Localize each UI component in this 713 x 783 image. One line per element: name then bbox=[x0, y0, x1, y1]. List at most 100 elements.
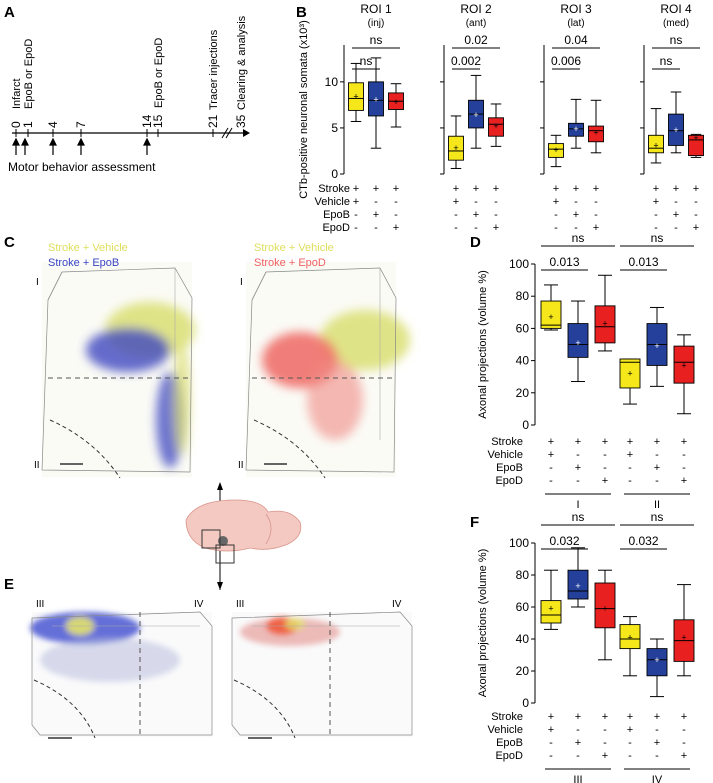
condition-sign: + bbox=[373, 183, 379, 195]
roi-group: 0 5 10 ROI 1 (inj) + + + ns ns bbox=[325, 2, 404, 181]
condition-sign: - bbox=[394, 209, 398, 221]
condition-sign: + bbox=[653, 183, 659, 195]
y-axis-title: Axonal projections (volume %) bbox=[477, 270, 489, 419]
condition-sign: - bbox=[682, 449, 686, 461]
roi-box-lower bbox=[215, 544, 235, 564]
condition-sign: + bbox=[654, 737, 660, 749]
panel-label-b: B bbox=[296, 4, 307, 21]
panel-label-c: C bbox=[4, 234, 15, 251]
box-epob-mean-marker: + bbox=[673, 125, 678, 135]
panel-c-left-image: Stroke + Vehicle Stroke + EpoB I II bbox=[34, 242, 195, 479]
panel-c-right-image: Stroke + Vehicle Stroke + EpoD I II bbox=[238, 242, 410, 479]
box-vehicle-ii bbox=[619, 358, 641, 389]
condition-label-epod: EpoD bbox=[322, 222, 350, 234]
box-epod-iv-mean-marker: + bbox=[681, 632, 686, 642]
condition-sign: - bbox=[603, 462, 607, 474]
region-label: IV bbox=[652, 774, 663, 783]
region-label: II bbox=[654, 499, 660, 511]
day-21-label: 21 bbox=[206, 114, 220, 128]
box-vehicle-mean-marker: + bbox=[653, 140, 658, 150]
condition-sign: + bbox=[681, 475, 687, 487]
significance-bracket-wide-label: ns bbox=[370, 33, 383, 47]
panel-label-f: F bbox=[470, 514, 479, 531]
roi-title: ROI 4 bbox=[660, 2, 692, 16]
significance-bracket-pair-label: 0.013 bbox=[628, 255, 658, 269]
condition-sign: - bbox=[694, 209, 698, 221]
significance-bracket-pair-label: ns bbox=[360, 54, 373, 68]
condition-label-epob: EpoB bbox=[323, 209, 350, 221]
box-epod-mean-marker: + bbox=[593, 128, 598, 138]
panel-e-right-image: III IV bbox=[231, 599, 413, 739]
c-left-epob-signal bbox=[86, 328, 170, 372]
region-label: I bbox=[576, 499, 579, 511]
condition-sign: + bbox=[473, 209, 479, 221]
roi-subtitle: (lat) bbox=[567, 18, 584, 29]
c-left-vehicle-signal-lower bbox=[174, 345, 190, 455]
y-tick-label: 100 bbox=[509, 536, 529, 550]
condition-sign: + bbox=[575, 711, 581, 723]
condition-sign: + bbox=[353, 196, 359, 208]
roi-title: ROI 3 bbox=[560, 2, 592, 16]
box-epob bbox=[568, 122, 584, 137]
condition-label-epob: EpoB bbox=[496, 737, 523, 749]
c-left-region-ii: II bbox=[34, 460, 40, 471]
condition-label-stroke: Stroke bbox=[318, 183, 350, 195]
condition-sign: + bbox=[553, 183, 559, 195]
event-infarct-label: Infarct bbox=[11, 78, 23, 109]
roi-title: ROI 2 bbox=[460, 2, 492, 16]
condition-sign: - bbox=[574, 196, 578, 208]
condition-sign: - bbox=[628, 475, 632, 487]
condition-sign: - bbox=[628, 737, 632, 749]
significance-bracket-pair-label: 0.032 bbox=[549, 534, 579, 548]
day-15-label: 15 bbox=[151, 114, 165, 128]
c-right-region-ii: II bbox=[238, 460, 244, 471]
box-epob-iv-mean-marker: + bbox=[654, 655, 659, 665]
box-epob-mean-marker: + bbox=[573, 124, 578, 134]
condition-sign: - bbox=[576, 475, 580, 487]
condition-sign: + bbox=[553, 196, 559, 208]
y-tick-label: 40 bbox=[516, 354, 530, 368]
condition-sign: - bbox=[594, 196, 598, 208]
box-epob-iv bbox=[646, 648, 668, 677]
condition-sign: + bbox=[602, 436, 608, 448]
condition-sign: + bbox=[602, 475, 608, 487]
timeline-panel: 0 Infarct 1 EpoB or EpoD 4 7 14 15 EpoB … bbox=[8, 15, 250, 174]
roi-title: ROI 1 bbox=[360, 2, 392, 16]
y-tick-label: 40 bbox=[516, 632, 530, 646]
e-right-region-iv: IV bbox=[392, 599, 402, 610]
condition-sign: + bbox=[693, 183, 699, 195]
condition-sign: - bbox=[354, 222, 358, 234]
condition-sign: + bbox=[654, 711, 660, 723]
y-axis-title: CTb-positive neuronal somata (x10³) bbox=[298, 20, 310, 199]
roi-subtitle: (inj) bbox=[368, 18, 385, 29]
condition-sign: - bbox=[549, 750, 553, 762]
condition-sign: - bbox=[549, 475, 553, 487]
e-right-vehicle-signal bbox=[285, 618, 305, 630]
y-tick-label: 80 bbox=[516, 568, 530, 582]
y-tick-label: 0 bbox=[522, 418, 529, 432]
panel-e-left-image: III IV bbox=[30, 599, 213, 739]
box-epod-ii bbox=[673, 345, 695, 384]
condition-sign: - bbox=[576, 750, 580, 762]
significance-bracket-pair-label: ns bbox=[660, 54, 673, 68]
condition-sign: - bbox=[682, 462, 686, 474]
c-right-region-i: I bbox=[240, 277, 243, 288]
significance-bracket-pair-label: 0.002 bbox=[451, 54, 481, 68]
condition-label-vehicle: Vehicle bbox=[315, 196, 350, 208]
condition-sign: - bbox=[674, 222, 678, 234]
c-left-legend-epob: Stroke + EpoB bbox=[48, 257, 119, 269]
box-epob-mean-marker: + bbox=[473, 110, 478, 120]
condition-sign: + bbox=[573, 183, 579, 195]
condition-sign: + bbox=[693, 222, 699, 234]
condition-sign: - bbox=[354, 209, 358, 221]
box-vehicle-i bbox=[540, 300, 562, 329]
condition-sign: - bbox=[594, 209, 598, 221]
condition-sign: - bbox=[549, 462, 553, 474]
condition-sign: - bbox=[674, 196, 678, 208]
y-tick-label: 10 bbox=[325, 75, 339, 89]
roi-subtitle: (ant) bbox=[466, 18, 487, 29]
condition-sign: - bbox=[554, 222, 558, 234]
box-epob-iii-mean-marker: + bbox=[575, 581, 580, 591]
box-vehicle-mean-marker: + bbox=[453, 143, 458, 153]
